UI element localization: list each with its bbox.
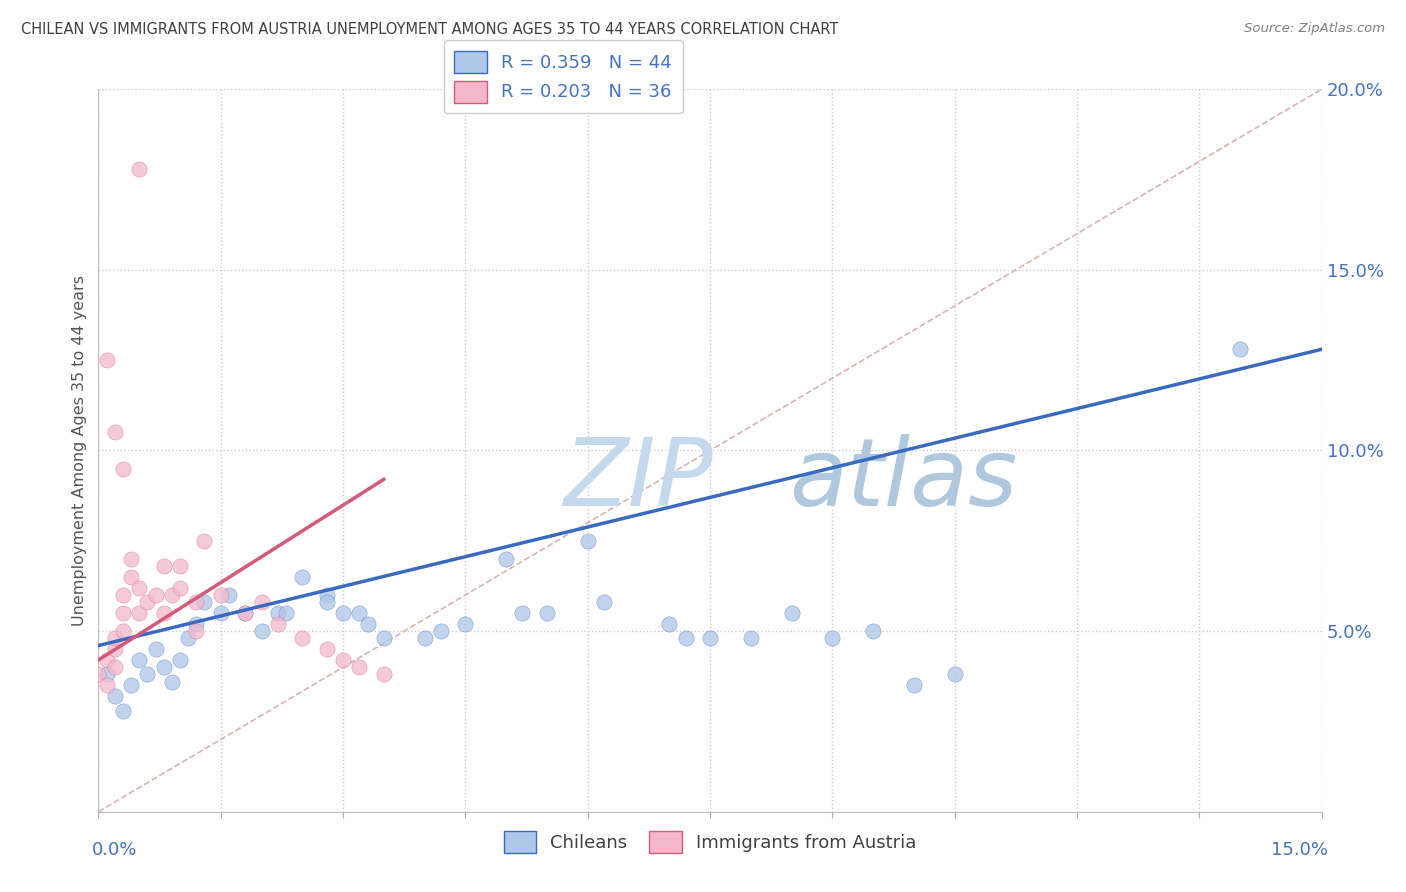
Point [96, 667, 118, 681]
Text: CHILEAN VS IMMIGRANTS FROM AUSTRIA UNEMPLOYMENT AMONG AGES 35 TO 44 YEARS CORREL: CHILEAN VS IMMIGRANTS FROM AUSTRIA UNEMP… [21, 22, 838, 37]
Point [495, 551, 517, 566]
Point [145, 588, 167, 602]
Point [373, 667, 395, 681]
Point [274, 606, 297, 620]
Point [120, 570, 142, 584]
Point [104, 425, 127, 440]
Point [152, 660, 174, 674]
Point [111, 704, 134, 718]
Point [160, 674, 183, 689]
Point [821, 632, 844, 646]
Point [209, 588, 232, 602]
Point [145, 642, 167, 657]
Point [218, 588, 240, 602]
Text: 15.0%: 15.0% [1271, 840, 1327, 859]
Point [136, 667, 159, 681]
Point [576, 533, 599, 548]
Point [332, 606, 354, 620]
Point [186, 624, 208, 639]
Text: ZIP: ZIP [564, 434, 713, 524]
Point [675, 632, 697, 646]
Point [780, 606, 803, 620]
Point [128, 581, 150, 595]
Point [903, 678, 925, 692]
Point [250, 595, 273, 609]
Point [152, 606, 174, 620]
Text: 0.0%: 0.0% [93, 840, 138, 859]
Point [233, 606, 256, 620]
Point [536, 606, 558, 620]
Point [111, 461, 134, 475]
Point [315, 642, 337, 657]
Point [96, 653, 118, 667]
Legend: Chileans, Immigrants from Austria: Chileans, Immigrants from Austria [496, 824, 924, 861]
Point [96, 678, 118, 692]
Point [111, 588, 134, 602]
Point [267, 606, 290, 620]
Point [332, 653, 354, 667]
Point [120, 551, 142, 566]
Point [267, 616, 290, 631]
Point [209, 606, 232, 620]
Point [512, 606, 534, 620]
Point [356, 616, 378, 631]
Point [291, 570, 314, 584]
Point [349, 606, 371, 620]
Point [291, 632, 314, 646]
Point [111, 624, 134, 639]
Point [413, 632, 436, 646]
Point [250, 624, 273, 639]
Point [128, 161, 150, 176]
Point [430, 624, 453, 639]
Point [193, 595, 215, 609]
Point [699, 632, 721, 646]
Point [193, 533, 215, 548]
Point [104, 632, 127, 646]
Text: atlas: atlas [790, 434, 1018, 524]
Point [658, 616, 681, 631]
Point [96, 353, 118, 368]
Point [315, 595, 337, 609]
Point [104, 689, 127, 703]
Point [593, 595, 616, 609]
Point [136, 595, 159, 609]
Point [186, 616, 208, 631]
Point [315, 588, 337, 602]
Point [186, 595, 208, 609]
Point [943, 667, 966, 681]
Point [349, 660, 371, 674]
Point [120, 678, 142, 692]
Point [1229, 343, 1251, 357]
Point [373, 632, 395, 646]
Point [104, 642, 127, 657]
Point [152, 559, 174, 574]
Point [128, 606, 150, 620]
Point [862, 624, 884, 639]
Point [740, 632, 762, 646]
Point [104, 660, 127, 674]
Text: Source: ZipAtlas.com: Source: ZipAtlas.com [1244, 22, 1385, 36]
Point [111, 606, 134, 620]
Point [87, 667, 110, 681]
Point [128, 653, 150, 667]
Point [169, 653, 191, 667]
Point [454, 616, 477, 631]
Point [169, 559, 191, 574]
Point [233, 606, 256, 620]
Point [160, 588, 183, 602]
Point [169, 581, 191, 595]
Y-axis label: Unemployment Among Ages 35 to 44 years: Unemployment Among Ages 35 to 44 years [72, 275, 87, 626]
Point [177, 632, 200, 646]
